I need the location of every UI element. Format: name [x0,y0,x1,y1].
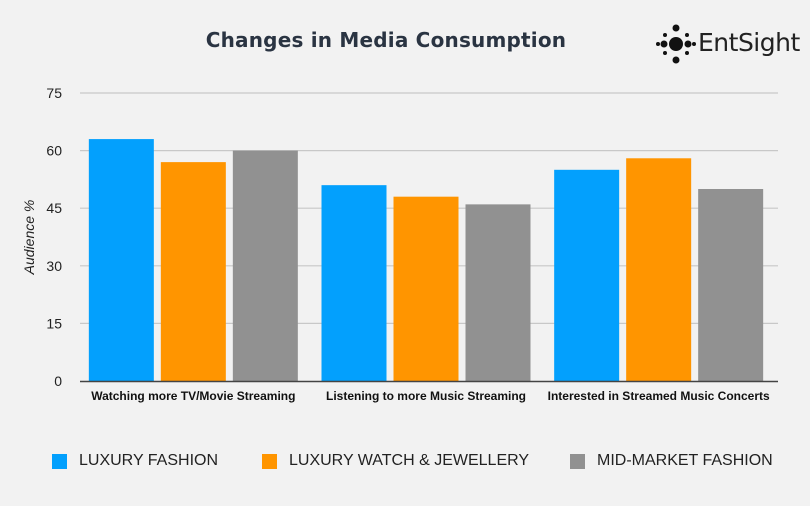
x-category-label: Interested in Streamed Music Concerts [548,389,770,403]
legend-item: LUXURY FASHION [52,452,218,470]
x-category-label: Listening to more Music Streaming [326,389,526,403]
legend-item: MID-MARKET FASHION [570,452,773,470]
legend-swatch [262,453,277,469]
logo-text: EntSight [698,28,800,57]
y-axis-ticks: 0 15 30 45 60 75 [46,85,62,389]
y-tick-label: 75 [46,85,62,101]
y-tick-label: 45 [46,200,62,216]
bar-luxury-fashion-0 [88,139,154,381]
x-axis-category-labels: Watching more TV/Movie Streaming Listenin… [91,389,770,403]
legend-label: LUXURY FASHION [79,452,219,469]
bar-mid-market-fashion-0 [232,150,298,381]
y-tick-label: 30 [46,258,62,274]
bar-luxury-watch-jewellery-0 [160,162,226,381]
bar-mid-market-fashion-1 [465,204,531,381]
y-tick-label: 60 [46,143,62,159]
legend: LUXURY FASHION LUXURY WATCH & JEWELLERY MI… [0,452,810,474]
legend-label: LUXURY WATCH & JEWELLERY [289,452,530,469]
bar-mid-market-fashion-2 [698,189,764,381]
bars [88,139,764,381]
bar-luxury-watch-jewellery-1 [393,196,459,381]
bar-luxury-fashion-2 [554,169,620,381]
x-category-label: Watching more TV/Movie Streaming [91,389,295,403]
y-tick-label: 15 [46,315,62,331]
chart-title: Changes in Media Consumption [205,28,567,52]
legend-swatch [570,453,585,469]
bar-luxury-fashion-1 [321,185,387,381]
dot-cluster-icon [656,24,696,64]
entsight-logo: EntSight [656,22,806,66]
y-axis-label: Audience % [21,200,37,276]
bar-luxury-watch-jewellery-2 [626,158,692,381]
legend-item: LUXURY WATCH & JEWELLERY [262,452,529,470]
legend-label: MID-MARKET FASHION [597,452,773,469]
legend-swatch [52,453,67,469]
y-tick-label: 0 [54,373,62,389]
